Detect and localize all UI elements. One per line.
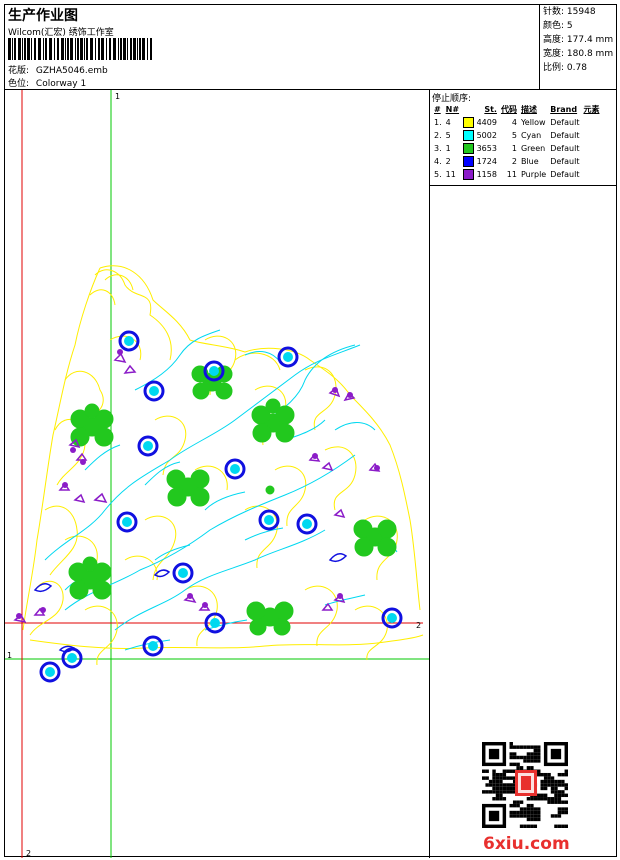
colorway-value: Colorway 1 (35, 79, 87, 89)
color-swatch (463, 156, 475, 167)
col-header: 元素 (583, 105, 600, 114)
guide-label-red-right: 2 (416, 621, 421, 630)
green-dot (265, 485, 275, 495)
col-header: 代码 (500, 105, 517, 114)
panel-divider (429, 89, 430, 858)
qr-code (482, 742, 568, 828)
yellow-swirl-layer (22, 265, 424, 666)
stat-scale: 比例: 0.78 (543, 63, 587, 73)
col-header: 描述 (520, 105, 537, 114)
blue-flower (296, 513, 318, 535)
panel-separator (430, 185, 616, 186)
sheet-title: 生产作业图 (8, 8, 78, 24)
table-row: 2. 5 5002 5 Cyan Default (434, 130, 580, 141)
stop-sequence-panel: 停止顺序: # N# St. 代码 描述 Brand 元素 1. 4 4409 … (430, 89, 616, 181)
green-flower (70, 403, 114, 447)
color-swatch (463, 130, 475, 141)
stop-sequence-caption: 停止顺序: (432, 94, 472, 104)
green-flower (251, 398, 295, 443)
design-file-value: GZHA5046.emb (35, 66, 108, 76)
blue-flower (118, 330, 140, 352)
blue-leaf-layer (33, 553, 348, 653)
sheet-header: 生产作业图 Wilcom(汇宏) 绣饰工作室 花版: GZHA5046.emb … (5, 5, 616, 90)
blue-flower (258, 509, 280, 531)
blue-flower (137, 435, 159, 457)
blue-flower (204, 612, 226, 634)
blue-flower (172, 562, 194, 584)
col-header: # (434, 105, 441, 114)
color-sequence-table: # N# St. 代码 描述 Brand 元素 1. 4 4409 4 Yell… (432, 103, 601, 181)
table-row: 4. 2 1724 2 Blue Default (434, 156, 580, 167)
green-flower (68, 556, 112, 600)
stats-box: 针数: 15948 颜色: 5 高度: 177.4 mm 宽度: 180.8 m… (539, 5, 617, 89)
blue-flower (142, 635, 164, 657)
blue-flower (143, 380, 165, 402)
green-flower (166, 469, 210, 507)
guide-label-green-top: 1 (115, 92, 120, 101)
table-row: 1. 4 4409 4 Yellow Default (434, 117, 580, 128)
stat-colors: 颜色: 5 (543, 21, 573, 31)
blue-flower (381, 607, 403, 629)
barcode (8, 38, 152, 60)
color-swatch (463, 117, 475, 128)
col-header: N# (445, 105, 460, 114)
watermark-logo: 6xiu.com (483, 834, 570, 854)
company-name: Wilcom(汇宏) 绣饰工作室 (8, 28, 114, 38)
blue-flower (224, 458, 246, 480)
table-header-row: # N# St. 代码 描述 Brand 元素 (432, 103, 601, 116)
col-header: Brand (550, 105, 578, 114)
green-flower (353, 519, 397, 557)
blue-flower (277, 346, 299, 368)
color-swatch (463, 169, 475, 180)
green-flower (246, 601, 294, 636)
colorway-label: 色位: (8, 79, 30, 89)
cyan-vine-layer (44, 329, 398, 651)
stat-width: 宽度: 180.8 mm (543, 49, 614, 59)
design-file-row: 花版: GZHA5046.emb (8, 63, 108, 76)
stat-stitches: 针数: 15948 (543, 7, 596, 17)
blue-flower (39, 661, 61, 683)
table-row: 3. 1 3653 1 Green Default (434, 143, 580, 154)
purple-dot-layer (16, 349, 380, 619)
blue-flower (116, 511, 138, 533)
blue-flower (203, 360, 225, 382)
col-header: St. (484, 105, 497, 114)
blue-flower-layer (39, 330, 403, 683)
guide-label-red-bottom: 2 (26, 849, 31, 858)
green-flower-layer (68, 365, 397, 636)
stat-height: 高度: 177.4 mm (543, 35, 614, 45)
work-sheet: 生产作业图 Wilcom(汇宏) 绣饰工作室 花版: GZHA5046.emb … (4, 4, 617, 858)
colorway-row: 色位: Colorway 1 (8, 76, 86, 89)
design-file-label: 花版: (8, 66, 30, 76)
table-row: 5. 11 1158 11 Purple Default (434, 169, 580, 180)
embroidery-design-canvas: 1 1 2 2 (5, 90, 429, 858)
color-swatch (463, 143, 475, 154)
guide-label-green-left: 1 (7, 651, 12, 660)
